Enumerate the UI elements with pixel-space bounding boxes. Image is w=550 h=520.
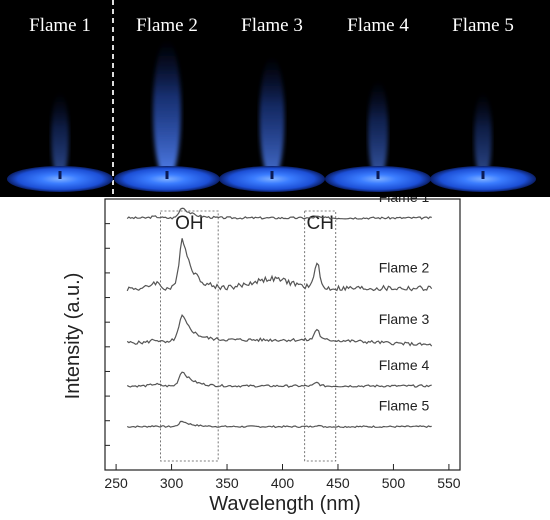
plot-frame xyxy=(104,198,461,471)
peak-label: CH xyxy=(306,213,333,234)
flame-plume xyxy=(368,80,388,180)
x-tick-label: 400 xyxy=(271,475,295,491)
peak-label: OH xyxy=(175,213,204,234)
peak-region-box xyxy=(160,210,219,462)
flame-photo-strip: Flame 1 Flame 2 Flame 3 Flame 4 Flame 5 xyxy=(0,0,550,197)
spectra-chart: OH CH 250 300 350 400 450 500 550 Flame 1 Flame … xyxy=(62,197,461,515)
x-tick-label: 500 xyxy=(382,475,406,491)
spectrum-line xyxy=(126,207,432,220)
flame-photo-label: Flame 4 xyxy=(347,15,409,36)
spectrum-line xyxy=(126,238,433,292)
x-axis-title: Wavelength (nm) xyxy=(209,493,361,515)
spectrum-line xyxy=(126,371,432,388)
flame-photo-label: Flame 1 xyxy=(29,15,91,36)
flame-plume xyxy=(51,92,69,180)
x-tick-label: 300 xyxy=(160,475,184,491)
peak-region-box xyxy=(304,210,337,462)
burner-nozzle xyxy=(481,171,485,179)
flame-plume xyxy=(474,92,492,180)
x-tick-label: 350 xyxy=(215,475,239,491)
flame-photo-label: Flame 5 xyxy=(452,15,514,36)
x-tick-label: 250 xyxy=(104,475,128,491)
x-tick-label: 450 xyxy=(326,475,350,491)
spectrum-line xyxy=(126,313,433,347)
x-tick-label: 550 xyxy=(437,475,461,491)
spectrum-line xyxy=(126,420,432,429)
series-label: Flame 3 xyxy=(379,311,430,327)
burner-nozzle xyxy=(376,171,380,179)
series-label: Flame 2 xyxy=(379,259,430,275)
y-axis-title: Intensity (a.u.) xyxy=(62,273,84,400)
series-label: Flame 1 xyxy=(379,197,430,205)
series-label: Flame 4 xyxy=(379,357,430,373)
flame-plume xyxy=(259,56,285,180)
flame-plume xyxy=(153,40,181,180)
burner-nozzle xyxy=(270,171,274,179)
flame-photo-label: Flame 2 xyxy=(136,15,198,36)
burner-nozzle xyxy=(165,171,169,179)
burner-nozzle xyxy=(58,171,62,179)
flame-photo-label: Flame 3 xyxy=(241,15,303,36)
series-label: Flame 5 xyxy=(379,398,430,414)
